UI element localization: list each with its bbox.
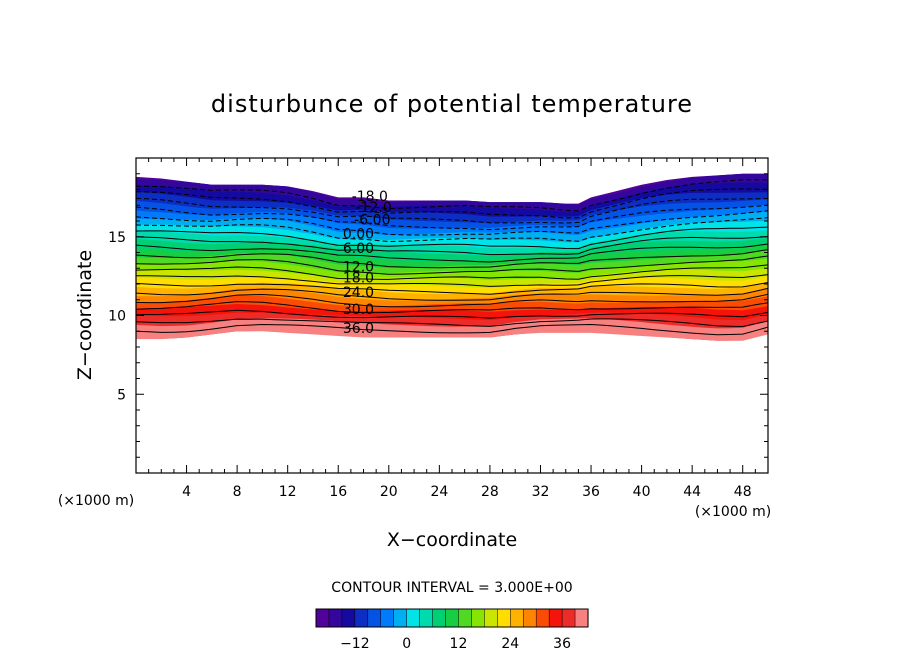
contour-line [136,255,768,275]
contour-line [136,197,768,224]
contour-line [136,249,768,269]
contour-line [136,226,768,250]
contour-label: 0.00 [343,227,374,243]
colorbar-swatch [497,608,511,628]
x-tick-label: 28 [481,484,499,500]
x-tick-label: 36 [582,484,600,500]
y-axis-ticks: 5 10 15 [108,173,768,458]
x-axis-ticks: 4 8 12 16 20 24 28 32 36 40 44 48 [148,158,756,500]
colorbar-frame [315,608,589,628]
plot-area: -18.0-12.0-6.000.006.00 12.018.024.030.0 3… [108,157,769,500]
contour-label: 36.0 [343,321,374,337]
colorbar-tick-label: 36 [553,636,571,652]
y-axis-label: Z−coordinate [74,250,96,380]
colorbar-tick-label: −12 [340,636,370,652]
contour-line [136,204,768,231]
contour-line [136,179,768,212]
colorbar-swatch [574,608,589,628]
contour-line [136,318,768,328]
contour-line [136,309,768,319]
colorbar-swatch [393,608,408,628]
colorbar-swatch [328,608,343,628]
x-units-right: (×1000 m) [695,504,771,520]
contour-line [136,287,768,301]
contour-line [136,323,768,336]
color-band [136,191,768,236]
colorbar-swatch [380,608,395,628]
colorbar-swatch [354,608,369,628]
x-tick-label: 48 [734,484,752,500]
y-tick-label: 5 [117,387,126,403]
colorbar-swatch [510,608,524,628]
contour-line [136,188,768,219]
contour-line [136,243,768,263]
x-tick-label: 24 [430,484,448,500]
contour-label: 12.0 [343,260,374,276]
contour-labels: -18.0-12.0-6.000.006.00 12.018.024.030.0 3… [343,189,392,337]
colorbar-tick-label: 24 [501,636,519,652]
contour-line [136,210,768,236]
y-tick-label: 10 [108,309,126,325]
colorbar-swatch [561,608,576,628]
colorbar-swatch [484,608,498,628]
contour-line [136,236,768,256]
contour-line [136,293,768,308]
colorbar-swatch [367,608,382,628]
contour-label: -18.0 [352,189,388,205]
x-tick-label: 4 [182,484,191,500]
colorbar-swatch [535,608,550,628]
contour-line [136,282,768,295]
colorbar-swatch [471,608,485,628]
contour-line [136,301,768,314]
x-tick-label: 16 [329,484,347,500]
x-tick-label: 8 [233,484,242,500]
contour-label: 18.0 [343,271,374,287]
contour-label: 30.0 [343,302,374,318]
colorbar-swatch [458,608,472,628]
y-tick-label: 15 [108,230,126,246]
colorbar-swatch [419,608,434,628]
x-tick-label: 12 [279,484,297,500]
chart-title: disturbunce of potential temperature [211,90,693,118]
contour-lines [136,179,768,336]
colorbar-swatch [522,608,537,628]
contour-label: -12.0 [356,200,392,216]
x-tick-label: 40 [633,484,651,500]
colorbar-swatch [315,608,330,628]
contour-line [136,264,768,280]
colorbar-ticks: −12 0 12 24 36 [340,636,571,652]
colorbar-swatch [548,608,563,628]
contour-interval-label: CONTOUR INTERVAL = 3.000E+00 [331,580,572,596]
colorbar-tick-label: 12 [450,636,468,652]
x-tick-label: 32 [532,484,550,500]
colorbar-swatch [406,608,421,628]
x-tick-label: 20 [380,484,398,500]
contour-label: 6.00 [343,241,374,257]
x-tick-label: 44 [683,484,701,500]
colorbar-tick-label: 0 [402,636,411,652]
color-band [136,230,768,269]
colorbar [315,608,589,628]
contour-label: 24.0 [343,285,374,301]
x-axis-label: X−coordinate [387,529,517,551]
colorbar-swatch [445,608,460,628]
colorbar-swatch [432,608,447,628]
contour-line [136,217,768,243]
contour-label: -6.00 [354,212,390,228]
colorbar-swatch [341,608,356,628]
x-units-left: (×1000 m) [58,493,134,509]
contour-line [136,274,768,287]
